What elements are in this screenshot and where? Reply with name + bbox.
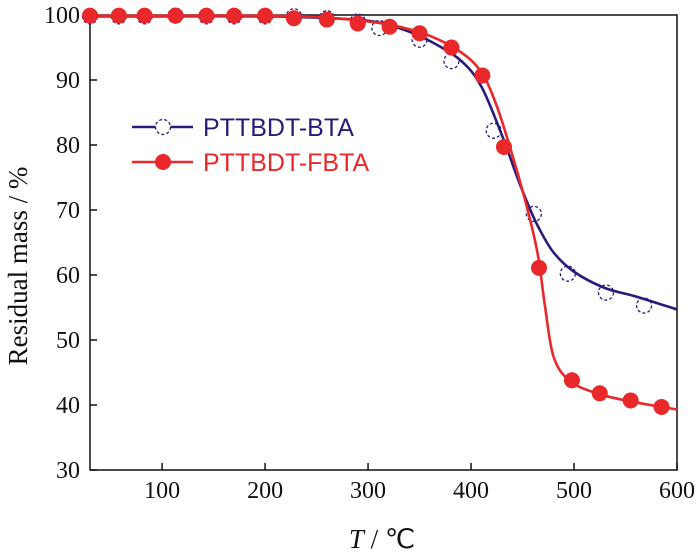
data-point xyxy=(525,205,543,223)
data-point xyxy=(653,398,670,415)
legend-label: PTTBDT-FBTA xyxy=(203,149,370,177)
x-tick-label: 600 xyxy=(659,478,695,504)
legend: PTTBDT-BTA PTTBDT-FBTA xyxy=(132,114,370,177)
x-axis-unit: ℃ xyxy=(385,524,415,554)
data-point xyxy=(485,122,502,139)
y-tick-label: 100 xyxy=(44,3,80,29)
x-tick-label: 200 xyxy=(247,478,283,504)
x-tick-label: 500 xyxy=(556,478,592,504)
y-tick-label: 90 xyxy=(56,68,80,94)
x-axis-label: T / ℃ xyxy=(349,524,415,554)
y-tick-label: 30 xyxy=(56,458,80,484)
y-axis-label: Residual mass / % xyxy=(3,167,33,366)
data-point xyxy=(349,15,366,32)
data-point xyxy=(443,39,460,56)
data-point xyxy=(82,7,98,24)
data-point xyxy=(167,7,184,24)
legend-marker xyxy=(154,118,172,136)
data-point xyxy=(381,18,398,35)
data-point xyxy=(474,67,491,84)
x-tick-label: 100 xyxy=(144,478,180,504)
series-layer xyxy=(81,7,678,415)
y-tick-label: 50 xyxy=(56,328,80,354)
data-point xyxy=(443,53,460,70)
data-point xyxy=(559,265,576,282)
data-point xyxy=(226,7,243,24)
y-tick-label: 60 xyxy=(56,263,80,289)
data-point xyxy=(318,11,335,28)
legend-marker xyxy=(155,154,171,170)
data-point xyxy=(411,31,428,48)
y-tick-label: 40 xyxy=(56,393,80,419)
data-point xyxy=(411,25,428,42)
series-line xyxy=(89,14,678,411)
x-tick-label: 400 xyxy=(453,478,489,504)
plot-frame xyxy=(89,14,678,471)
data-point xyxy=(110,7,127,24)
x-tick-label: 300 xyxy=(350,478,386,504)
x-axis-variable: T xyxy=(349,524,366,554)
legend-item-pttbdt-bta: PTTBDT-BTA xyxy=(132,114,354,142)
y-tick-label: 70 xyxy=(56,198,80,224)
axes: 100 200 300 400 500 600 30 40 50 60 70 80 90 100 xyxy=(44,3,695,504)
data-point xyxy=(597,284,615,301)
series-pttbdt-fbta xyxy=(82,7,678,415)
data-point xyxy=(285,10,302,27)
data-point xyxy=(198,7,215,24)
data-point xyxy=(531,259,548,276)
data-point xyxy=(635,297,653,314)
y-tick-label: 80 xyxy=(56,133,80,159)
data-point xyxy=(136,7,153,24)
x-axis-separator: / xyxy=(364,524,385,554)
legend-label: PTTBDT-BTA xyxy=(203,114,354,142)
data-point xyxy=(495,138,512,155)
series-pttbdt-bta xyxy=(81,7,678,314)
legend-item-pttbdt-fbta: PTTBDT-FBTA xyxy=(132,149,370,177)
data-point xyxy=(257,7,274,24)
data-point xyxy=(622,392,639,409)
data-point xyxy=(563,372,580,389)
data-point xyxy=(591,385,608,402)
